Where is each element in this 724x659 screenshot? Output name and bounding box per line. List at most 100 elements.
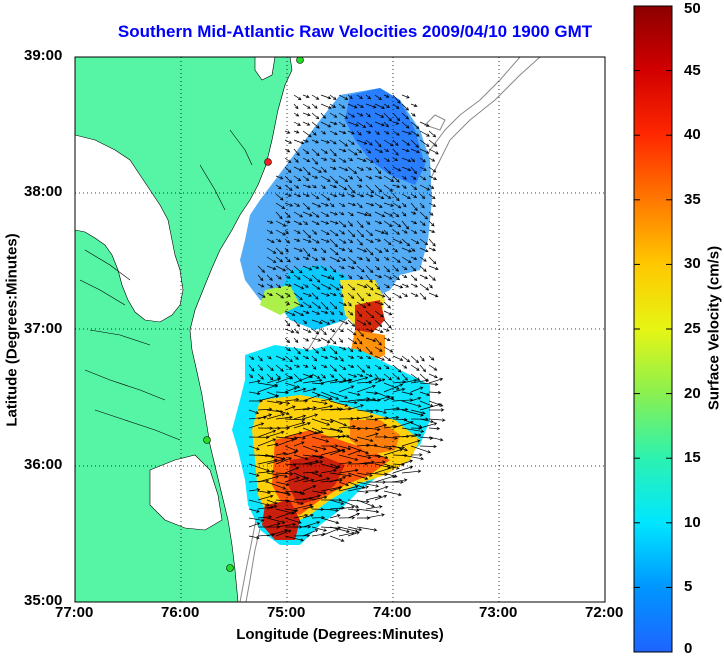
velocity-arrow <box>293 202 301 207</box>
velocity-arrow <box>275 522 297 528</box>
velocity-arrow <box>410 445 432 454</box>
velocity-arrow <box>329 418 348 427</box>
velocity-arrow <box>374 485 389 492</box>
velocity-arrow <box>284 301 291 305</box>
velocity-arrow <box>302 121 311 126</box>
velocity-arrow <box>293 301 304 307</box>
velocity-arrow <box>284 466 300 474</box>
velocity-arrow <box>392 398 414 402</box>
velocity-arrow <box>365 337 377 343</box>
velocity-arrow <box>257 438 277 447</box>
velocity-arrow <box>275 457 293 465</box>
velocity-arrow <box>374 301 384 306</box>
velocity-arrow <box>284 355 293 363</box>
velocity-arrow <box>302 520 321 528</box>
velocity-arrow <box>293 533 311 538</box>
y-tick-label: 35:00 <box>24 592 63 609</box>
velocity-arrow <box>293 166 303 172</box>
velocity-arrow <box>338 94 349 100</box>
velocity-arrow <box>356 274 364 280</box>
velocity-arrow <box>302 112 311 117</box>
velocity-arrow <box>275 193 284 201</box>
velocity-arrow <box>284 337 291 344</box>
velocity-arrow <box>311 319 323 325</box>
colorbar-label: Surface Velocity (cm/s) <box>705 245 723 411</box>
velocity-arrow <box>320 310 329 315</box>
velocity-arrow <box>365 103 377 109</box>
velocity-arrow <box>338 112 349 119</box>
velocity-arrow <box>383 229 389 236</box>
velocity-arrow <box>320 184 326 189</box>
velocity-arrow <box>374 355 385 361</box>
velocity-arrow <box>401 378 418 384</box>
velocity-arrow <box>401 364 408 369</box>
velocity-arrow <box>401 94 410 99</box>
velocity-arrow <box>383 103 390 108</box>
velocity-arrow <box>356 229 365 238</box>
velocity-arrow <box>302 247 311 258</box>
velocity-arrow <box>275 376 293 384</box>
velocity-arrow <box>419 211 429 220</box>
velocity-arrow <box>419 274 429 280</box>
velocity-arrow <box>356 184 363 188</box>
velocity-arrow <box>356 384 376 393</box>
velocity-arrow <box>365 202 375 207</box>
velocity-arrow <box>302 470 319 474</box>
velocity-arrow <box>248 499 270 507</box>
velocity-arrow <box>257 494 274 501</box>
velocity-arrow <box>338 346 347 351</box>
velocity-arrow <box>356 256 364 261</box>
velocity-arrow <box>257 394 280 402</box>
velocity-arrow <box>329 319 336 323</box>
velocity-arrow <box>419 364 427 373</box>
velocity-arrow <box>356 193 365 198</box>
velocity-arrow <box>410 193 418 198</box>
velocity-arrow <box>266 413 286 420</box>
velocity-arrow <box>257 274 264 282</box>
velocity-arrow <box>311 404 334 411</box>
velocity-arrow <box>428 292 439 298</box>
velocity-arrow <box>275 364 284 372</box>
velocity-arrow <box>383 256 390 261</box>
velocity-arrow <box>293 374 314 384</box>
velocity-arrow <box>365 377 379 384</box>
velocity-arrow <box>374 283 381 290</box>
velocity-arrow <box>374 238 382 242</box>
velocity-arrow <box>302 283 309 288</box>
velocity-arrow <box>302 166 311 176</box>
velocity-arrow <box>392 387 406 393</box>
velocity-arrow <box>365 427 381 432</box>
velocity-arrow <box>311 130 317 136</box>
pamlico-sound <box>149 454 223 531</box>
velocity-arrow <box>338 461 353 465</box>
velocity-arrow <box>266 256 277 263</box>
velocity-arrow <box>338 247 346 251</box>
velocity-arrow <box>347 256 357 265</box>
velocity-arrow <box>284 283 292 287</box>
velocity-arrow <box>401 274 408 278</box>
velocity-arrow <box>329 487 342 492</box>
velocity-arrow <box>383 292 392 301</box>
velocity-arrow <box>257 469 275 474</box>
velocity-arrow <box>329 157 337 163</box>
velocity-arrow <box>410 166 418 175</box>
velocity-arrow <box>311 436 330 443</box>
velocity-arrow <box>266 373 274 381</box>
velocity-arrow <box>365 460 386 465</box>
velocity-arrow <box>365 505 383 510</box>
colorbar-tick-label: 50 <box>684 0 701 17</box>
velocity-arrow <box>347 364 355 368</box>
velocity-arrow <box>410 121 420 130</box>
velocity-arrow <box>302 406 317 411</box>
velocity-arrow <box>347 274 353 280</box>
velocity-arrow <box>347 472 369 480</box>
velocity-arrow <box>356 409 374 414</box>
velocity-arrow <box>383 373 393 381</box>
velocity-arrow <box>248 399 263 403</box>
velocity-arrow <box>320 274 332 280</box>
velocity-arrow <box>329 328 336 333</box>
velocity-arrow <box>356 346 362 353</box>
velocity-arrow <box>410 386 424 393</box>
velocity-arrow <box>320 157 328 161</box>
velocity-arrow <box>392 112 401 122</box>
